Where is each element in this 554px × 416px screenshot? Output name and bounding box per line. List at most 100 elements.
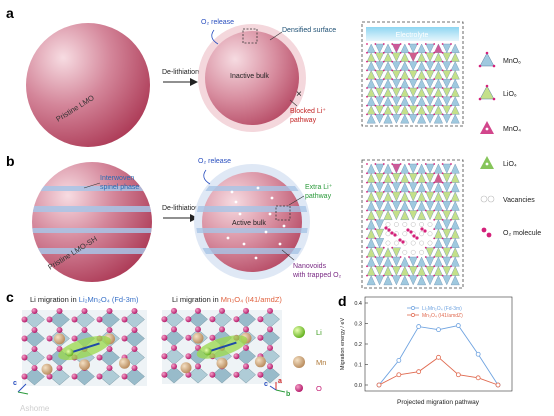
mno6-polyhedron (442, 163, 452, 174)
blocked-li-label-2: pathway (290, 117, 317, 124)
oxygen-dot (374, 181, 377, 184)
mno6-octahedron (164, 366, 184, 384)
vacancy-site (419, 231, 425, 237)
oxygen-dot (366, 274, 368, 277)
oxygen-atom (195, 326, 201, 333)
lio6-polyhedron (408, 210, 418, 221)
o2-release-arrow-a (211, 29, 219, 45)
lio6-polyhedron (425, 247, 435, 258)
oxygen-atom (56, 326, 63, 333)
oxygen-atom (131, 326, 138, 333)
vacancy-site (427, 222, 433, 227)
li-atom (65, 348, 74, 357)
oxygen-dot (441, 246, 444, 249)
oxygen-dot (366, 51, 368, 54)
oxygen-atom (131, 345, 138, 352)
oxygen-dot (382, 69, 385, 72)
oxygen-atom (96, 373, 103, 380)
oxygen-dot (374, 60, 377, 63)
oxygen-dot (433, 228, 436, 231)
oxygen-atom (121, 335, 128, 342)
vacancy-site (410, 240, 416, 246)
oxygen-dot (441, 265, 444, 268)
active-bulk-sphere (202, 172, 302, 272)
mno6-polyhedron (375, 200, 385, 211)
oxygen-dot (441, 69, 444, 72)
mno6-polyhedron (408, 114, 418, 124)
axis-c-label-2: c (264, 381, 268, 388)
oxygen-dot (391, 78, 394, 81)
oxygen-dot (416, 104, 419, 107)
mno6-polyhedron (375, 43, 385, 54)
nanovoids-label-1: Nanovoids (293, 263, 327, 270)
mno6-octahedron (124, 310, 145, 329)
oxygen-dot (366, 218, 368, 221)
series-1-point (396, 372, 402, 378)
oxygen-dot (416, 113, 419, 116)
li-atom (203, 347, 212, 356)
oxygen-atom (171, 307, 177, 314)
oxygen-dot (374, 218, 377, 221)
mno6-polyhedron (408, 61, 418, 71)
vacancy-site (402, 222, 408, 227)
oxygen-dot (382, 163, 385, 165)
oxygen-dot (450, 191, 452, 193)
mn-atom (79, 359, 90, 371)
oxygen-dot (450, 237, 452, 240)
li-atom-legend-label: Li (316, 328, 322, 337)
mno6-polyhedron (408, 200, 418, 211)
oxygen-atom (161, 334, 168, 341)
oxygen-dot (382, 200, 385, 203)
oxygen-dot (441, 78, 444, 81)
o2-molecule-dot (406, 228, 410, 232)
oxygen-dot (382, 191, 385, 193)
nanovoid-dot (270, 196, 274, 200)
mno6-polyhedron (391, 96, 401, 107)
mno6-polyhedron (408, 256, 418, 267)
oxygen-dot (399, 191, 402, 193)
o2-molecule-dot (390, 231, 394, 235)
electrolyte-label: Electrolyte (396, 32, 429, 39)
oxygen-atom (46, 354, 53, 361)
mno6-polyhedron (375, 114, 385, 124)
mno6-octahedron (260, 366, 280, 384)
oxygen-dot (450, 113, 452, 116)
oxygen-atom (71, 373, 78, 380)
lio6-polyhedron (391, 266, 401, 277)
mno6-polyhedron (442, 238, 452, 249)
oxygen-dot (416, 256, 419, 258)
oxygen-dot (492, 64, 496, 68)
oxygen-dot (408, 209, 410, 212)
oxygen-atom (195, 307, 201, 314)
oxygen-atom (81, 307, 88, 314)
oxygen-dot (424, 246, 427, 249)
oxygen-dot (374, 113, 377, 116)
oxygen-atom (161, 371, 168, 378)
vacancy-site (419, 240, 425, 246)
lio6-polyhedron (425, 173, 435, 184)
mn-atom-legend-label: Mn (316, 358, 326, 367)
o2-release-label-b: O₂ release (198, 158, 231, 165)
oxygen-dot (416, 87, 419, 89)
lio6-polyhedron (442, 247, 452, 258)
oxygen-dot (374, 78, 377, 81)
mno6-polyhedron (366, 275, 376, 286)
mno6-octahedron (212, 310, 232, 328)
oxygen-atom (106, 326, 113, 333)
oxygen-dot (366, 265, 368, 268)
oxygen-dot (366, 172, 368, 175)
oxygen-dot (391, 246, 394, 249)
vacancy-site (393, 222, 399, 227)
oxygen-dot (408, 274, 410, 277)
oxygen-dot (382, 256, 385, 258)
oxygen-atom (267, 307, 273, 314)
o2-molecule-dot (409, 230, 413, 234)
lio6-polyhedron (408, 266, 418, 277)
mno4-polyhedron (392, 44, 401, 53)
oxygen-atom (106, 307, 113, 314)
o2-molecule-dot (412, 234, 416, 238)
vacancy-site (385, 231, 391, 237)
oxygen-dot (424, 51, 427, 54)
oxygen-dot (450, 256, 452, 258)
